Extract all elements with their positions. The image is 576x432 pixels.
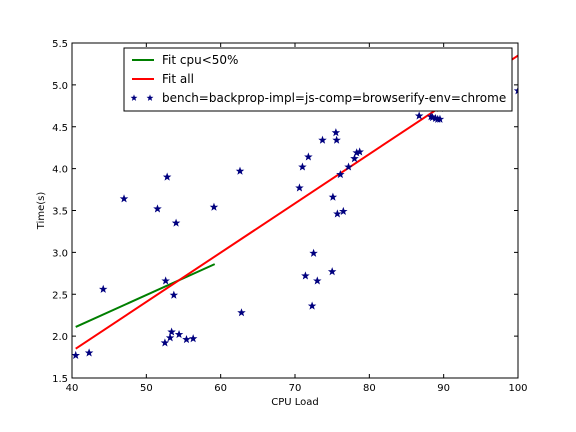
scatter-point bbox=[331, 128, 341, 137]
scatter-point bbox=[327, 267, 337, 276]
scatter-point bbox=[169, 290, 179, 299]
legend-label: Fit cpu<50% bbox=[162, 53, 238, 67]
y-axis-ticks: 1.5 2.0 2.5 3.0 3.5 4.0 4.5 5.0 5.5 bbox=[52, 39, 518, 385]
x-tick-label: 60 bbox=[214, 383, 227, 394]
legend-star-swatch bbox=[130, 94, 138, 101]
legend: Fit cpu<50% Fit all bench=backprop-impl=js… bbox=[123, 47, 513, 112]
scatter-point bbox=[298, 162, 307, 171]
legend-box bbox=[123, 47, 513, 112]
legend-label: bench=backprop-impl=js-comp=browserify-e… bbox=[162, 91, 506, 105]
scatter-point bbox=[182, 335, 191, 344]
scatter-point bbox=[339, 206, 348, 215]
scatter-point bbox=[119, 194, 129, 203]
scatter-point bbox=[72, 350, 80, 360]
x-tick-label: 40 bbox=[66, 383, 79, 394]
scatter-point bbox=[414, 111, 424, 120]
scatter-point bbox=[355, 147, 364, 156]
series-line-0 bbox=[75, 263, 216, 328]
scatter-point bbox=[153, 204, 162, 213]
y-tick-label: 4.0 bbox=[52, 165, 68, 176]
scatter-point bbox=[235, 166, 245, 175]
x-tick-label: 70 bbox=[289, 383, 302, 394]
scatter-point bbox=[304, 152, 313, 161]
x-tick-label: 100 bbox=[508, 383, 527, 394]
scatter-point bbox=[171, 218, 181, 227]
scatter-point bbox=[435, 114, 445, 123]
x-tick-label: 50 bbox=[140, 383, 153, 394]
scatter-point bbox=[162, 172, 172, 181]
scatter-point bbox=[332, 135, 341, 144]
y-tick-label: 3.0 bbox=[52, 248, 68, 259]
x-axis-label: CPU Load bbox=[271, 397, 319, 408]
scatter-point bbox=[344, 162, 353, 171]
scatter-point bbox=[161, 276, 170, 285]
scatter-point bbox=[98, 284, 108, 293]
scatter-point bbox=[209, 202, 219, 211]
scatter-point bbox=[167, 327, 176, 336]
scatter-point bbox=[174, 329, 184, 339]
y-tick-label: 3.5 bbox=[52, 207, 68, 218]
y-axis-label: Time(s) bbox=[36, 192, 47, 231]
x-tick-label: 90 bbox=[437, 383, 450, 394]
y-tick-label: 2.0 bbox=[52, 332, 68, 343]
scatter-point bbox=[307, 301, 317, 310]
scatter-point bbox=[313, 276, 322, 285]
scatter-point bbox=[295, 183, 304, 192]
y-tick-label: 5.0 bbox=[52, 81, 68, 92]
scatter-point bbox=[318, 135, 327, 144]
axes-frame bbox=[71, 42, 519, 379]
x-axis-ticks: 40 50 60 70 80 90 100 bbox=[66, 43, 528, 394]
scatter-point bbox=[350, 154, 359, 163]
scatter-point bbox=[160, 338, 170, 347]
legend-label: Fit all bbox=[162, 72, 194, 86]
scatter-point bbox=[301, 271, 310, 280]
scatter-point bbox=[333, 209, 342, 218]
scatter-point bbox=[309, 248, 318, 257]
scatter-point bbox=[336, 170, 345, 179]
y-tick-label: 4.5 bbox=[52, 123, 68, 134]
scatter-point bbox=[513, 86, 518, 95]
scatter-point bbox=[188, 334, 198, 343]
legend-star-swatch bbox=[146, 94, 154, 101]
scatter-point bbox=[84, 348, 94, 357]
x-tick-label: 80 bbox=[363, 383, 376, 394]
y-tick-label: 5.5 bbox=[52, 39, 68, 50]
scatter-point bbox=[328, 192, 338, 201]
scatter-point bbox=[165, 333, 175, 342]
scatter-point bbox=[237, 308, 246, 317]
y-tick-label: 2.5 bbox=[52, 290, 68, 301]
y-tick-label: 1.5 bbox=[52, 374, 68, 385]
